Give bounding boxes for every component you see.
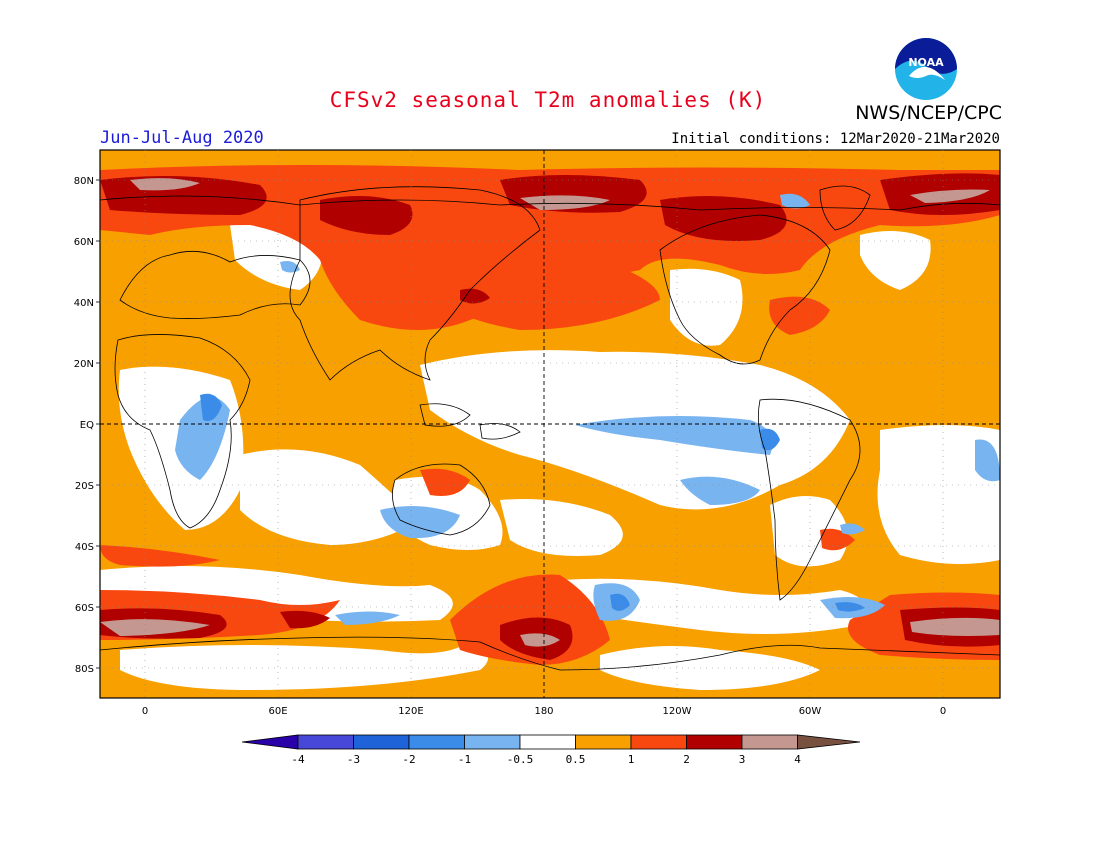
lat-label: 20S (75, 481, 94, 492)
lon-label: 120E (398, 706, 423, 717)
initial-conditions-label: Initial conditions: 12Mar2020-21Mar2020 (671, 131, 1000, 147)
colorbar-label: 0.5 (566, 753, 586, 766)
colorbar-label: -0.5 (507, 753, 534, 766)
colorbar-segment (519, 734, 576, 750)
colorbar-segment (686, 734, 743, 750)
colorbar-label: 2 (683, 753, 690, 766)
colorbar: -4 -3 -2 -1 -0.5 0.5 1 2 3 4 (241, 734, 861, 766)
colorbar-right-arrow (797, 734, 861, 750)
chart-title: CFSv2 seasonal T2m anomalies (K) (329, 88, 767, 112)
lon-label: 60W (799, 706, 822, 717)
colorbar-label: -1 (458, 753, 471, 766)
lon-label: 0 (142, 706, 148, 717)
colorbar-segment (353, 734, 410, 750)
lon-label: 180 (534, 706, 553, 717)
gridlines (100, 150, 1000, 698)
colorbar-label: 3 (739, 753, 746, 766)
lat-label: EQ (80, 420, 94, 431)
colorbar-label: -3 (347, 753, 360, 766)
colorbar-segment (464, 734, 521, 750)
lat-label: 80N (74, 176, 94, 187)
lon-label: 120W (663, 706, 692, 717)
lon-label: 0 (940, 706, 946, 717)
logo-text: NOAA (908, 56, 944, 69)
field-very-hot-zones (100, 178, 1000, 647)
colorbar-segment (630, 734, 687, 750)
colorbar-left-arrow (241, 734, 299, 750)
season-label: Jun-Jul-Aug 2020 (100, 128, 264, 148)
colorbar-label: -4 (291, 753, 305, 766)
lat-label: 40S (75, 542, 94, 553)
lat-label: 40N (74, 298, 94, 309)
colorbar-label: -2 (402, 753, 415, 766)
coastlines (100, 185, 1000, 671)
latitude-labels: 80N 60N 40N 20N EQ 20S 40S 60S 80S (74, 176, 100, 675)
lat-label: 60S (75, 603, 94, 614)
colorbar-segment (575, 734, 632, 750)
colorbar-segment (741, 734, 798, 750)
colorbar-label: 1 (628, 753, 635, 766)
field-cool-zones (175, 193, 1000, 625)
lat-label: 20N (74, 359, 94, 370)
lat-label: 60N (74, 237, 94, 248)
agency-label: NWS/NCEP/CPC (855, 102, 1002, 124)
longitude-labels: 0 60E 120E 180 120W 60W 0 (142, 706, 946, 717)
lon-label: 60E (268, 706, 287, 717)
colorbar-segment (408, 734, 465, 750)
noaa-logo-icon: NOAA (895, 38, 957, 100)
colorbar-segment (297, 734, 354, 750)
colorbar-label: 4 (794, 753, 801, 766)
lat-label: 80S (75, 664, 94, 675)
